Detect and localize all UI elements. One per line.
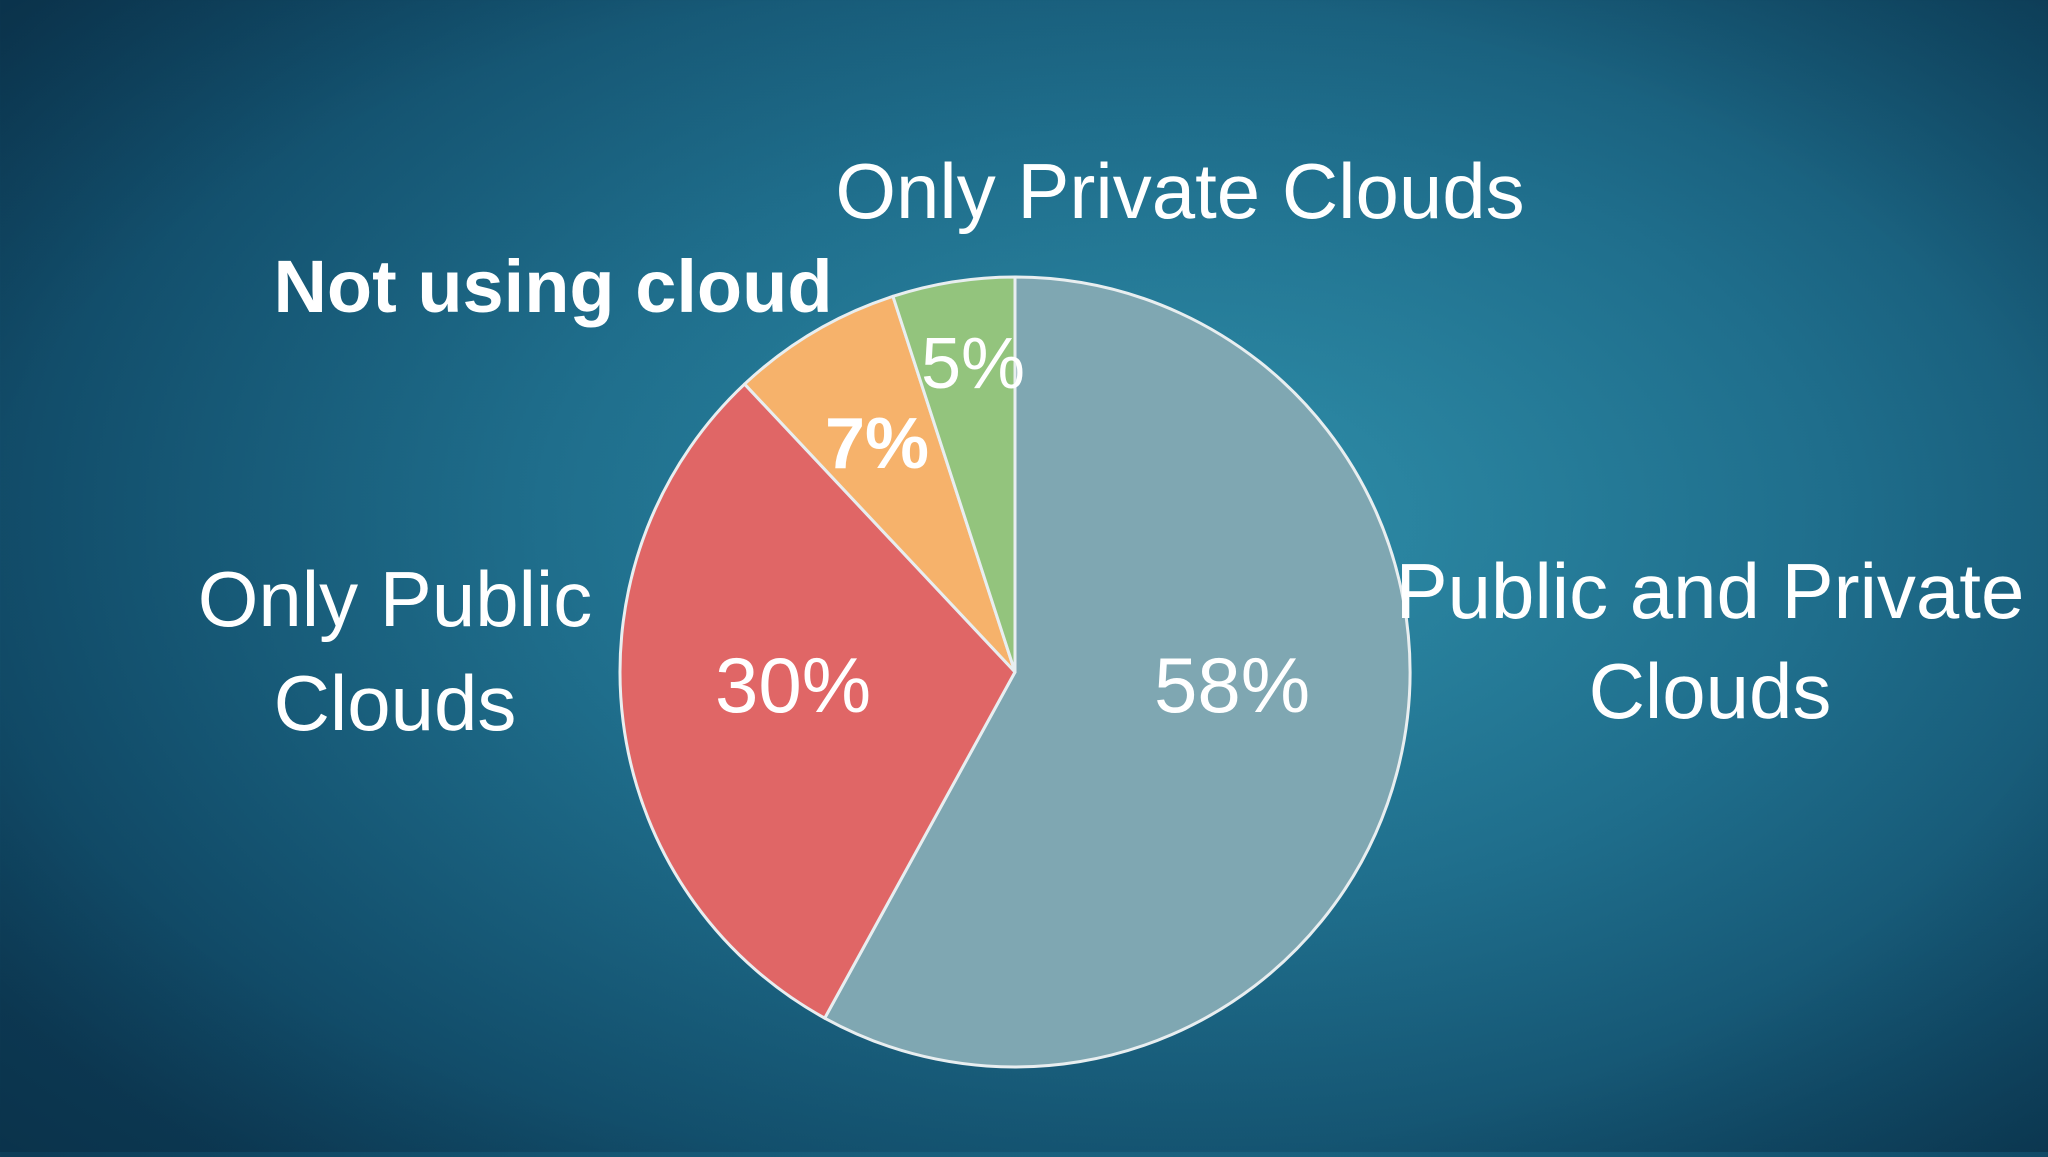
value-label-only-private-clouds: 5% — [921, 324, 1025, 404]
category-label-line: Public and Private — [1396, 547, 2025, 635]
category-label-line: Clouds — [274, 659, 517, 747]
pie-value-labels: 58% 30% 7%5% — [715, 324, 1310, 729]
pie-slice-not-using-cloud — [743, 294, 1017, 674]
pie-slices — [618, 275, 1412, 1069]
category-label-line: Only Private Clouds — [835, 147, 1524, 235]
category-label-line: Only Public — [198, 555, 593, 643]
pie-category-labels: Public and Private Clouds Only Public Cloud… — [198, 147, 2025, 747]
pie-slice-only-public-clouds — [618, 382, 1017, 1020]
category-label-line: Not using cloud — [273, 245, 832, 328]
category-label-line: Clouds — [1589, 647, 1832, 735]
value-label-only-public-clouds: 30% — [715, 641, 871, 729]
category-label-public-and-private-clouds: Public and Private Clouds — [1396, 547, 2025, 735]
pie-slice-only-private-clouds — [891, 275, 1017, 674]
category-label-only-public-clouds: Only Public Clouds — [198, 555, 593, 747]
category-label-only-private-clouds: Only Private Clouds — [835, 147, 1524, 235]
value-label-not-using-cloud: 7% — [825, 404, 929, 484]
value-label-public-and-private-clouds: 58% — [1154, 641, 1310, 729]
category-label-not-using-cloud: Not using cloud — [273, 245, 832, 328]
pie-slice-public-and-private-clouds — [823, 275, 1412, 1069]
